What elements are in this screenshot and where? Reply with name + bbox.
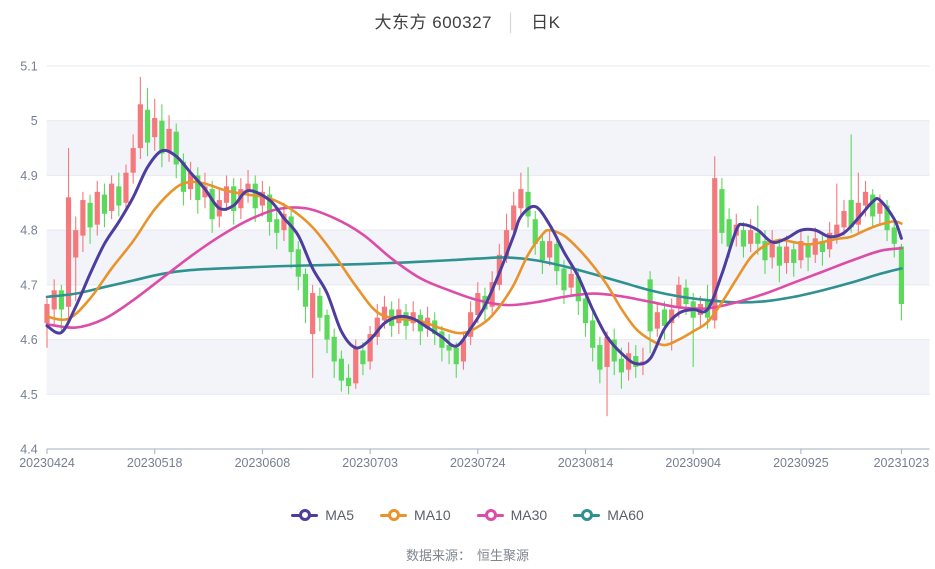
legend-label: MA30 xyxy=(510,507,548,523)
x-axis: 20230424 20230518 20230608 20230703 20230724… xyxy=(19,448,930,470)
svg-text:20230608: 20230608 xyxy=(235,456,291,470)
ma-line-ma60 xyxy=(45,256,903,304)
svg-text:20230724: 20230724 xyxy=(450,456,506,470)
data-source-label: 数据来源： xyxy=(405,548,471,563)
svg-text:4.5: 4.5 xyxy=(20,388,37,402)
legend-label: MA5 xyxy=(325,507,355,523)
svg-text:4.6: 4.6 xyxy=(20,333,37,347)
svg-text:4.4: 4.4 xyxy=(20,443,37,457)
svg-text:20230518: 20230518 xyxy=(127,456,183,470)
stock-title: 大东方 600327 xyxy=(374,13,492,32)
svg-text:20230814: 20230814 xyxy=(558,456,614,470)
title-separator: │ xyxy=(505,13,518,32)
legend-line-circle-icon xyxy=(380,509,408,521)
svg-text:20230925: 20230925 xyxy=(773,456,829,470)
legend-label: MA60 xyxy=(607,507,644,523)
legend-item-ma5[interactable]: MA5 xyxy=(291,507,354,523)
chart-header: 大东方 600327 │ 日K xyxy=(0,8,935,34)
legend-line-circle-icon xyxy=(291,509,319,521)
chart-legend: MA5 MA10 MA30 MA60 xyxy=(0,501,935,529)
legend-item-ma60[interactable]: MA60 xyxy=(573,507,644,523)
svg-text:5.1: 5.1 xyxy=(20,60,37,74)
svg-text:5: 5 xyxy=(31,114,38,128)
chart-type-label: 日K xyxy=(531,13,561,32)
legend-line-circle-icon xyxy=(476,509,504,521)
data-source: 数据来源： 恒生聚源 xyxy=(0,545,935,564)
svg-text:20230424: 20230424 xyxy=(19,456,75,470)
svg-text:4.9: 4.9 xyxy=(20,169,37,183)
legend-item-ma30[interactable]: MA30 xyxy=(476,507,548,523)
ma-line-ma5 xyxy=(45,148,903,366)
legend-item-ma10[interactable]: MA10 xyxy=(380,507,451,523)
legend-line-circle-icon xyxy=(573,509,601,521)
ma-line-ma30 xyxy=(45,206,903,329)
ma-line-ma10 xyxy=(45,180,903,347)
svg-text:20230703: 20230703 xyxy=(342,456,398,470)
svg-text:20230904: 20230904 xyxy=(665,456,721,470)
y-axis-labels: 5.1 5 4.9 4.8 4.7 4.6 4.5 4.4 xyxy=(20,60,37,457)
svg-text:20231023: 20231023 xyxy=(874,456,930,470)
svg-text:4.7: 4.7 xyxy=(20,278,37,292)
data-source-value: 恒生聚源 xyxy=(477,548,530,563)
svg-text:4.8: 4.8 xyxy=(20,224,37,238)
legend-label: MA10 xyxy=(414,507,451,523)
